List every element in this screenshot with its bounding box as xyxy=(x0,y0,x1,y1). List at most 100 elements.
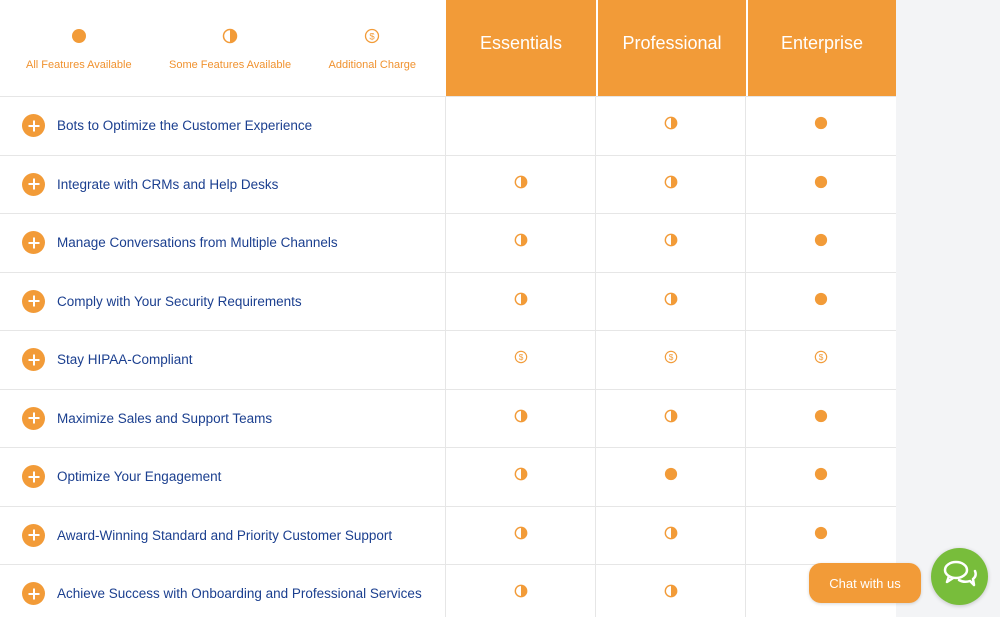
table-row: Stay HIPAA-Compliant $ $ $ xyxy=(0,331,896,390)
chat-with-us-button[interactable]: Chat with us xyxy=(809,563,921,603)
half-circle-icon xyxy=(664,233,678,252)
half-circle-icon xyxy=(514,467,528,486)
feature-label[interactable]: Award-Winning Standard and Priority Cust… xyxy=(57,527,393,543)
full-circle-icon xyxy=(814,116,828,135)
plan-header-enterprise: Enterprise xyxy=(746,0,896,96)
feature-label[interactable]: Bots to Optimize the Customer Experience xyxy=(57,118,313,134)
expand-plus-icon[interactable] xyxy=(22,523,45,547)
chat-launcher-button[interactable] xyxy=(931,548,988,605)
availability-cell-essentials xyxy=(446,565,596,617)
half-circle-icon xyxy=(664,175,678,194)
svg-text:$: $ xyxy=(370,31,376,42)
full-circle-icon xyxy=(814,292,828,311)
half-circle-icon xyxy=(664,584,678,603)
availability-cell-enterprise xyxy=(746,97,896,155)
feature-cell: Achieve Success with Onboarding and Prof… xyxy=(0,565,446,617)
feature-cell: Comply with Your Security Requirements xyxy=(0,272,446,330)
svg-text:$: $ xyxy=(819,352,824,362)
availability-cell-professional xyxy=(596,389,746,447)
expand-plus-icon[interactable] xyxy=(22,465,45,489)
availability-cell-enterprise xyxy=(746,507,896,565)
legend: All Features Available Some Features Ava… xyxy=(0,0,446,96)
half-circle-icon xyxy=(222,28,238,49)
availability-cell-essentials xyxy=(446,97,596,155)
feature-label[interactable]: Optimize Your Engagement xyxy=(57,469,222,485)
availability-cell-enterprise xyxy=(746,273,896,331)
availability-cell-essentials xyxy=(446,214,596,272)
expand-plus-icon[interactable] xyxy=(22,172,45,196)
feature-label[interactable]: Manage Conversations from Multiple Chann… xyxy=(57,235,338,251)
availability-cell-essentials xyxy=(446,155,596,213)
legend-partial-label: Some Features Available xyxy=(169,59,292,71)
feature-label[interactable]: Achieve Success with Onboarding and Prof… xyxy=(57,586,422,602)
feature-label[interactable]: Maximize Sales and Support Teams xyxy=(57,410,273,426)
dollar-circle-icon: $ xyxy=(364,28,380,49)
dollar-circle-icon: $ xyxy=(814,350,828,369)
dollar-circle-icon: $ xyxy=(514,350,528,369)
availability-cell-professional xyxy=(596,506,746,564)
availability-cell-essentials xyxy=(446,272,596,330)
legend-full-label: All Features Available xyxy=(26,59,132,71)
availability-cell-enterprise xyxy=(746,156,896,214)
legend-charge-label: Additional Charge xyxy=(328,59,416,71)
table-row: Manage Conversations from Multiple Chann… xyxy=(0,214,896,273)
full-circle-icon xyxy=(664,467,678,486)
full-circle-icon xyxy=(814,175,828,194)
feature-label[interactable]: Comply with Your Security Requirements xyxy=(57,293,302,309)
half-circle-icon xyxy=(514,409,528,428)
plan-header-professional: Professional xyxy=(596,0,746,96)
table-row: Achieve Success with Onboarding and Prof… xyxy=(0,565,896,617)
availability-cell-essentials xyxy=(446,506,596,564)
legend-partial: Some Features Available xyxy=(169,28,291,96)
half-circle-icon xyxy=(664,409,678,428)
table-row: Maximize Sales and Support Teams xyxy=(0,389,896,448)
chat-bubbles-icon xyxy=(942,559,978,594)
expand-plus-icon[interactable] xyxy=(22,114,45,138)
half-circle-icon xyxy=(514,584,528,603)
feature-comparison-table: All Features Available Some Features Ava… xyxy=(0,0,896,617)
expand-plus-icon[interactable] xyxy=(22,406,45,430)
half-circle-icon xyxy=(514,526,528,545)
table-body: Bots to Optimize the Customer Experience… xyxy=(0,97,896,617)
availability-cell-professional xyxy=(596,155,746,213)
svg-text:$: $ xyxy=(518,352,523,362)
full-circle-icon xyxy=(814,233,828,252)
dollar-circle-icon: $ xyxy=(664,350,678,369)
table-row: Integrate with CRMs and Help Desks xyxy=(0,155,896,214)
table-row: Award-Winning Standard and Priority Cust… xyxy=(0,506,896,565)
legend-charge: $ Additional Charge xyxy=(329,28,416,96)
feature-cell: Stay HIPAA-Compliant xyxy=(0,331,446,389)
table-row: Comply with Your Security Requirements xyxy=(0,272,896,331)
half-circle-icon xyxy=(664,526,678,545)
availability-cell-professional xyxy=(596,272,746,330)
availability-cell-professional xyxy=(596,97,746,155)
expand-plus-icon[interactable] xyxy=(22,289,45,313)
feature-cell: Bots to Optimize the Customer Experience xyxy=(0,97,446,155)
half-circle-icon xyxy=(664,116,678,135)
feature-label[interactable]: Stay HIPAA-Compliant xyxy=(57,352,193,368)
half-circle-icon xyxy=(514,233,528,252)
svg-text:$: $ xyxy=(668,352,673,362)
availability-cell-essentials xyxy=(446,448,596,506)
full-circle-icon xyxy=(71,28,87,49)
availability-cell-enterprise xyxy=(746,390,896,448)
table-row: Bots to Optimize the Customer Experience xyxy=(0,97,896,156)
availability-cell-enterprise xyxy=(746,214,896,272)
half-circle-icon xyxy=(514,292,528,311)
full-circle-icon xyxy=(814,409,828,428)
half-circle-icon xyxy=(664,292,678,311)
feature-label[interactable]: Integrate with CRMs and Help Desks xyxy=(57,176,279,192)
feature-cell: Optimize Your Engagement xyxy=(0,448,446,506)
legend-full: All Features Available xyxy=(26,28,132,96)
expand-plus-icon[interactable] xyxy=(22,582,45,606)
availability-cell-essentials: $ xyxy=(446,331,596,389)
feature-cell: Integrate with CRMs and Help Desks xyxy=(0,155,446,213)
feature-cell: Maximize Sales and Support Teams xyxy=(0,389,446,447)
availability-cell-enterprise: $ xyxy=(746,331,896,389)
feature-cell: Manage Conversations from Multiple Chann… xyxy=(0,214,446,272)
expand-plus-icon[interactable] xyxy=(22,231,45,255)
feature-cell: Award-Winning Standard and Priority Cust… xyxy=(0,506,446,564)
table-header: All Features Available Some Features Ava… xyxy=(0,0,896,97)
expand-plus-icon[interactable] xyxy=(22,348,45,372)
